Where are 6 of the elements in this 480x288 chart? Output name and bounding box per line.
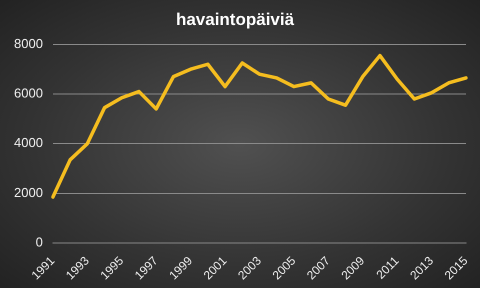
y-tick-label: 4000 xyxy=(14,135,43,150)
chart-title: havaintopäiviä xyxy=(176,10,295,29)
y-tick-label: 0 xyxy=(36,234,43,250)
y-tick-label: 2000 xyxy=(14,184,43,200)
y-tick-label: 6000 xyxy=(14,86,43,101)
y-tick-label: 8000 xyxy=(14,36,43,51)
